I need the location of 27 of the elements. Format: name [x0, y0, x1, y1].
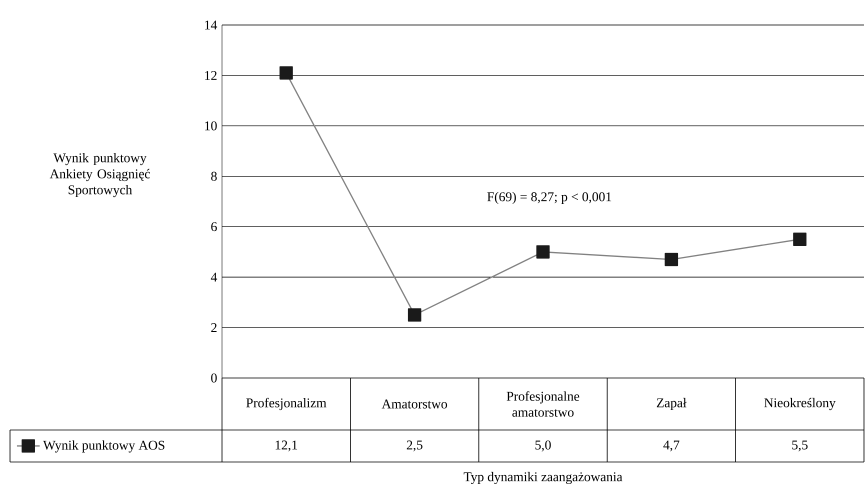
legend-label: Wynik punktowy AOS: [43, 440, 164, 452]
y-tick-label: 12: [205, 71, 217, 80]
point: [664, 252, 678, 266]
data-label: 5,5: [792, 440, 808, 452]
data-label: 2,5: [406, 440, 422, 452]
y-tick-label: 8: [211, 172, 217, 181]
point: [280, 66, 293, 80]
y-tick-label: 2: [211, 323, 217, 332]
point: [408, 308, 422, 322]
data-label: 12,1: [276, 440, 298, 452]
point: [793, 232, 806, 246]
y-tick-label: 14: [205, 20, 218, 30]
y-tick-label: 10: [205, 121, 217, 130]
data-label: 5,0: [535, 440, 551, 452]
x-tick-label: Zapał: [656, 398, 687, 410]
data-label: 4,7: [663, 440, 680, 452]
x-tick-label: Nieokreślony: [764, 398, 836, 410]
y-tick-label: 0: [211, 373, 217, 382]
y-tick-label: 6: [211, 222, 217, 232]
annotation: F(69) = 8,27; p < 0,001: [487, 192, 612, 204]
x-tick-label: Amatorstwo: [382, 400, 448, 408]
x-tick-label: Profesjonalne amatorstwo: [506, 391, 580, 417]
x-axis-title: Typ dynamiki zaangażowania: [464, 472, 622, 484]
y-axis-title: Wynik punktowy Ankiety Osiągnięć Sportowych: [50, 152, 150, 198]
x-tick-label: Profesjonalizm: [246, 398, 326, 410]
point: [536, 245, 550, 259]
y-tick-label: 4: [210, 272, 218, 282]
